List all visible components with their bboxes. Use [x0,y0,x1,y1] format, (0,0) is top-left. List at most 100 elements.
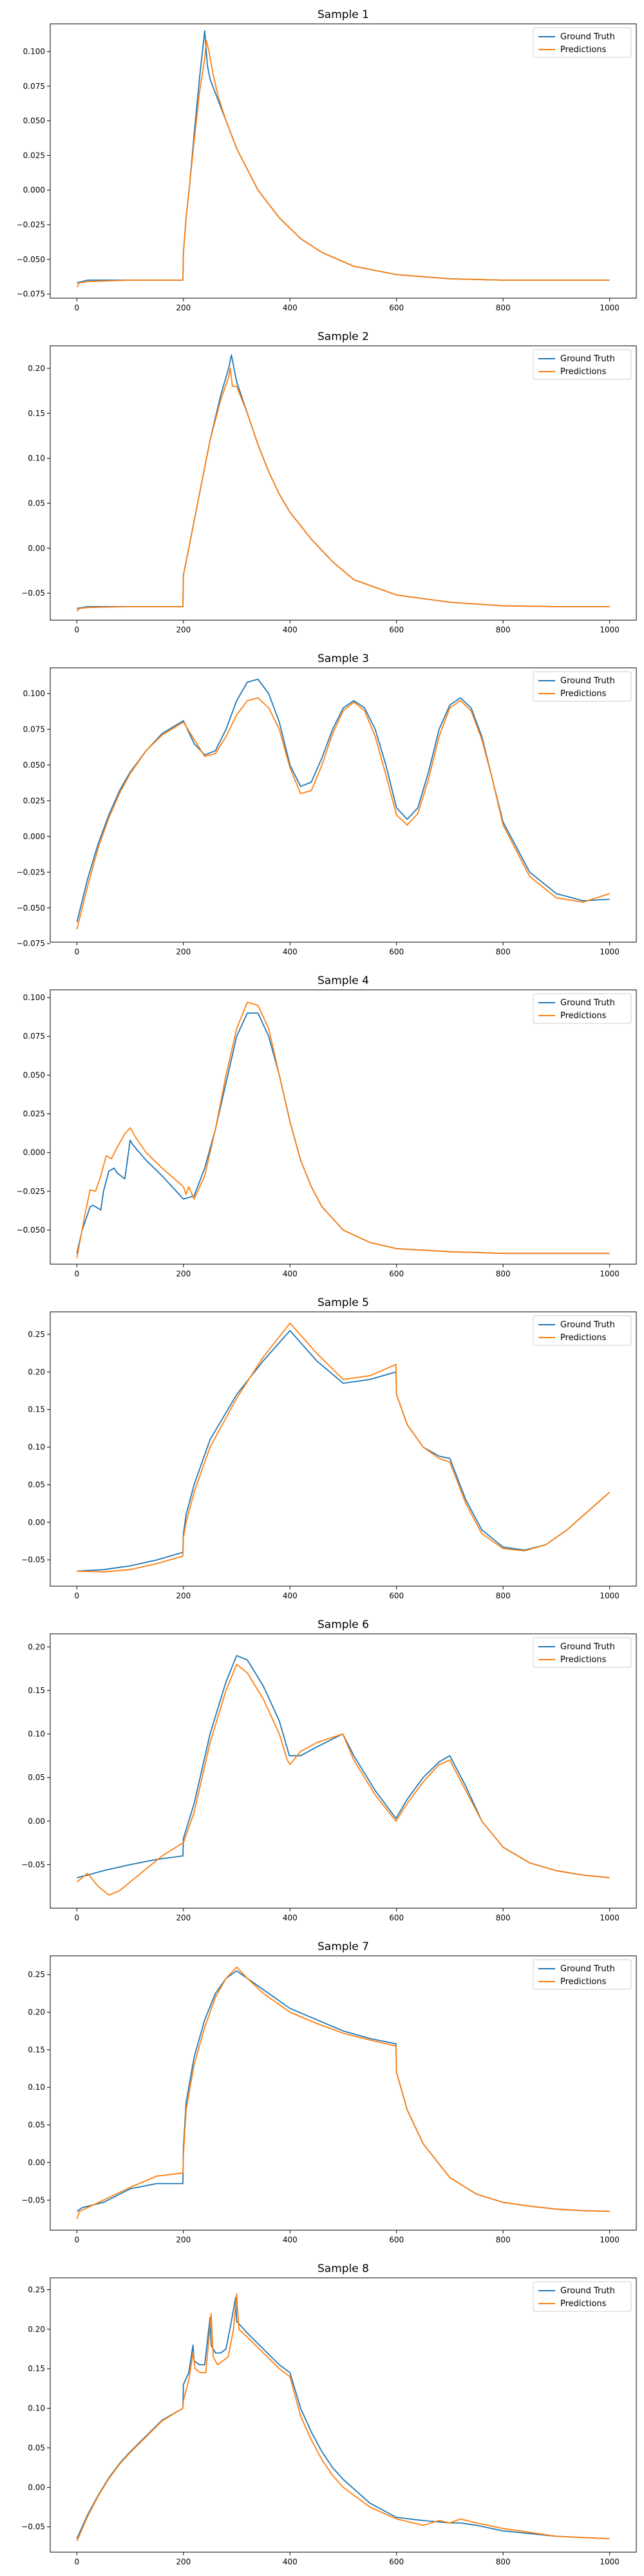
chart-title: Sample 2 [317,330,369,343]
y-tick-label: 0.10 [28,2083,45,2092]
chart-title: Sample 6 [317,1618,369,1631]
chart-title: Sample 1 [317,8,369,21]
y-tick-label: 0.25 [28,1330,45,1339]
y-tick-label: 0.050 [23,761,45,770]
y-tick-label: 0.025 [23,796,45,805]
y-tick-label: 0.025 [23,151,45,160]
plot-frame [50,2277,637,2553]
x-tick-label: 800 [496,303,511,312]
legend-box [533,349,632,380]
x-tick-label: 600 [389,1269,404,1278]
x-tick-label: 0 [75,2557,80,2566]
plot-frame [50,1633,637,1909]
legend: Ground Truth Predictions [533,1637,632,1668]
x-tick-label: 600 [389,1591,404,1600]
x-tick-label: 1000 [600,303,620,312]
y-tick-label: −0.05 [21,2195,45,2204]
x-tick-label: 600 [389,303,404,312]
x-tick-label: 0 [75,1591,80,1600]
chart-title: Sample 8 [317,2262,369,2275]
legend: Ground Truth Predictions [533,1315,632,1346]
y-tick-label: −0.050 [17,1226,45,1235]
chart-panel-5: Sample 5 0 200 400 600 800 1000 −0.05 0.00 0.05 0.… [21,1296,637,1600]
legend-label: Predictions [560,367,607,377]
y-tick-label: 0.20 [28,364,45,373]
x-tick-label: 800 [496,625,511,634]
x-tick-label: 600 [389,2557,404,2566]
x-tick-label: 400 [283,625,298,634]
x-tick-label: 1000 [600,1269,620,1278]
x-tick-label: 800 [496,2557,511,2566]
x-tick-label: 400 [283,2235,298,2244]
y-tick-label: 0.100 [23,47,45,56]
chart-title: Sample 3 [317,652,369,665]
series-line-predictions [76,2293,610,2542]
y-tick-label: 0.05 [28,2443,45,2452]
x-tick-label: 800 [496,1269,511,1278]
x-tick-label: 200 [176,1913,191,1922]
y-tick-label: −0.05 [21,589,45,598]
y-tick-label: 0.10 [28,454,45,463]
legend: Ground Truth Predictions [533,349,632,380]
chart-title: Sample 7 [317,1940,369,1953]
x-tick-label: 0 [75,1269,80,1278]
legend-label: Ground Truth [560,32,615,42]
x-tick-label: 0 [75,303,80,312]
x-tick-label: 800 [496,947,511,956]
chart-panel-1: Sample 1 0 200 400 600 800 1000 −0.075 −0.050 −0.… [17,8,637,312]
x-tick-label: 200 [176,1591,191,1600]
legend-box [533,1959,632,1990]
chart-panel-7: Sample 7 0 200 400 600 800 1000 −0.05 0.00 0.05 0.… [21,1940,637,2244]
series-line-predictions [76,39,610,288]
x-tick-label: 200 [176,2235,191,2244]
y-tick-label: 0.20 [28,2325,45,2334]
x-tick-label: 200 [176,2557,191,2566]
x-tick-label: 800 [496,2235,511,2244]
legend-box [533,1637,632,1668]
legend-label: Ground Truth [560,676,615,686]
legend: Ground Truth Predictions [533,1959,632,1990]
series-line-predictions [76,697,610,930]
x-tick-label: 400 [283,1591,298,1600]
y-tick-label: −0.05 [21,1555,45,1564]
series-line-ground-truth [76,1970,610,2212]
plot-frame [50,989,637,1265]
legend-label: Ground Truth [560,1320,615,1330]
series-line-predictions [76,1966,610,2219]
x-tick-label: 200 [176,625,191,634]
legend-box [533,1315,632,1346]
legend-label: Predictions [560,689,607,699]
plot-frame [50,23,637,299]
y-tick-label: 0.075 [23,1032,45,1041]
y-tick-label: 0.15 [28,1405,45,1414]
y-tick-label: 0.25 [28,1970,45,1979]
y-tick-label: 0.025 [23,1110,45,1119]
y-tick-label: −0.025 [17,1187,45,1196]
plot-frame [50,1955,637,2231]
y-tick-label: 0.000 [23,185,45,194]
y-tick-label: 0.05 [28,2121,45,2130]
x-tick-label: 0 [75,2235,80,2244]
legend-label: Predictions [560,1977,607,1987]
x-tick-label: 200 [176,1269,191,1278]
y-tick-label: 0.075 [23,82,45,91]
x-tick-label: 600 [389,947,404,956]
legend-label: Ground Truth [560,1964,615,1974]
y-tick-label: 0.100 [23,689,45,698]
y-tick-label: 0.10 [28,1730,45,1739]
legend-box [533,2281,632,2312]
x-tick-label: 0 [75,947,80,956]
y-tick-label: 0.20 [28,1367,45,1376]
x-tick-label: 400 [283,2557,298,2566]
series-line-ground-truth [77,30,610,284]
y-tick-label: −0.075 [17,290,45,299]
x-tick-label: 200 [176,947,191,956]
legend-label: Ground Truth [560,1642,615,1652]
x-tick-label: 200 [176,303,191,312]
legend: Ground Truth Predictions [533,993,632,1024]
x-tick-label: 1000 [600,1913,620,1922]
y-tick-label: 0.15 [28,409,45,418]
y-tick-label: 0.15 [28,1686,45,1695]
chart-panel-8: Sample 8 0 200 400 600 800 1000 −0.05 0.00 0.05 0.… [21,2262,637,2566]
y-tick-label: 0.05 [28,498,45,507]
